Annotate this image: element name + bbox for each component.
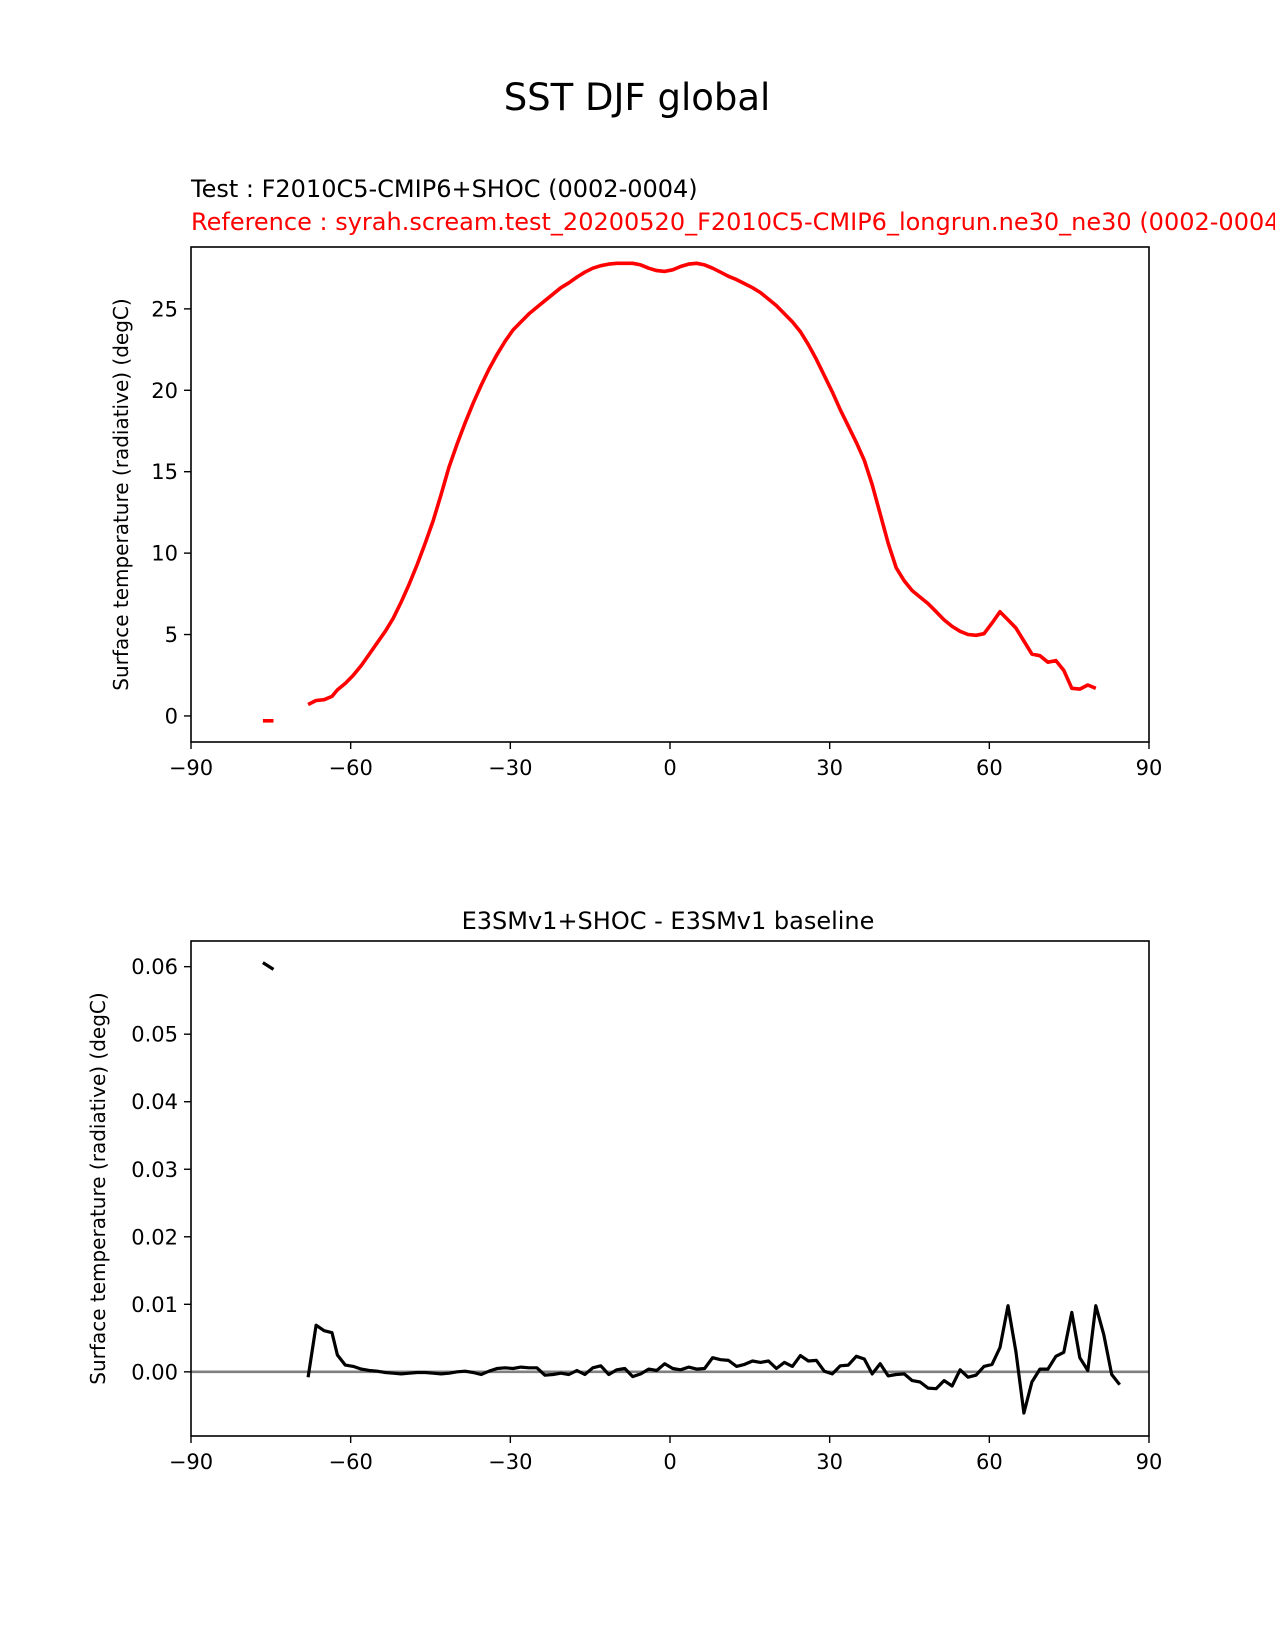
bottom-ytick-label: 0.05: [131, 1023, 178, 1047]
top-axes-frame: [190, 246, 1150, 743]
bottom-ylabel: Surface temperature (radiative) (degC): [86, 992, 110, 1384]
bottom-xtick-label: −30: [488, 1450, 532, 1474]
bottom-xtick-label: −60: [329, 1450, 373, 1474]
top-panel-marks: −90 −60 −30 0 30 60 90 0 5 10 15 20 25 Surface temper…: [109, 246, 1163, 780]
top-xtick-label: 0: [663, 756, 676, 780]
top-xtick-label: 60: [976, 756, 1003, 780]
bottom-ytick-label: 0.04: [131, 1090, 178, 1114]
top-ytick-label: 0: [165, 704, 178, 728]
top-ytick-label: 5: [165, 623, 178, 647]
bottom-series-line: [306, 1304, 1121, 1415]
top-xtick-label: −60: [329, 756, 373, 780]
bottom-xtick-label: −90: [169, 1450, 213, 1474]
top-panel-reference-title: Reference : syrah.scream.test_20200520_F…: [191, 208, 1275, 236]
bottom-panel-title: E3SMv1+SHOC - E3SMv1 baseline: [462, 907, 875, 935]
figure-suptitle: SST DJF global: [504, 76, 771, 119]
bottom-panel: E3SMv1+SHOC - E3SMv1 baseline −90 −60 −30 0…: [86, 907, 1162, 1474]
top-xtick-label: −30: [488, 756, 532, 780]
bottom-xtick-label: 0: [663, 1450, 676, 1474]
bottom-ytick-label: 0.01: [131, 1293, 178, 1317]
top-panel-test-title: Test : F2010C5-CMIP6+SHOC (0002-0004): [190, 175, 698, 203]
bottom-ytick-label: 0.00: [131, 1360, 178, 1384]
bottom-series-line: [262, 961, 275, 971]
bottom-xtick-label: 60: [976, 1450, 1003, 1474]
bottom-xtick-label: 30: [816, 1450, 843, 1474]
top-ylabel: Surface temperature (radiative) (degC): [109, 298, 133, 690]
top-ytick-label: 20: [151, 379, 178, 403]
bottom-ytick-label: 0.02: [131, 1225, 178, 1249]
top-ytick-label: 25: [151, 297, 178, 321]
top-xtick-label: 90: [1136, 756, 1163, 780]
bottom-panel-marks: −90 −60 −30 0 30 60 90 0.00 0.01 0.02 0.03 0.04 0.05…: [86, 940, 1163, 1474]
bottom-ytick-label: 0.06: [131, 955, 178, 979]
top-ytick-label: 10: [151, 542, 178, 566]
top-xtick-label: 30: [816, 756, 843, 780]
top-ytick-label: 15: [151, 460, 178, 484]
bottom-xtick-label: 90: [1136, 1450, 1163, 1474]
bottom-axes-frame: [190, 940, 1150, 1437]
top-series-line: [307, 261, 1097, 707]
bottom-ytick-label: 0.03: [131, 1158, 178, 1182]
top-xtick-label: −90: [169, 756, 213, 780]
top-panel: Test : F2010C5-CMIP6+SHOC (0002-0004) Re…: [109, 175, 1275, 780]
